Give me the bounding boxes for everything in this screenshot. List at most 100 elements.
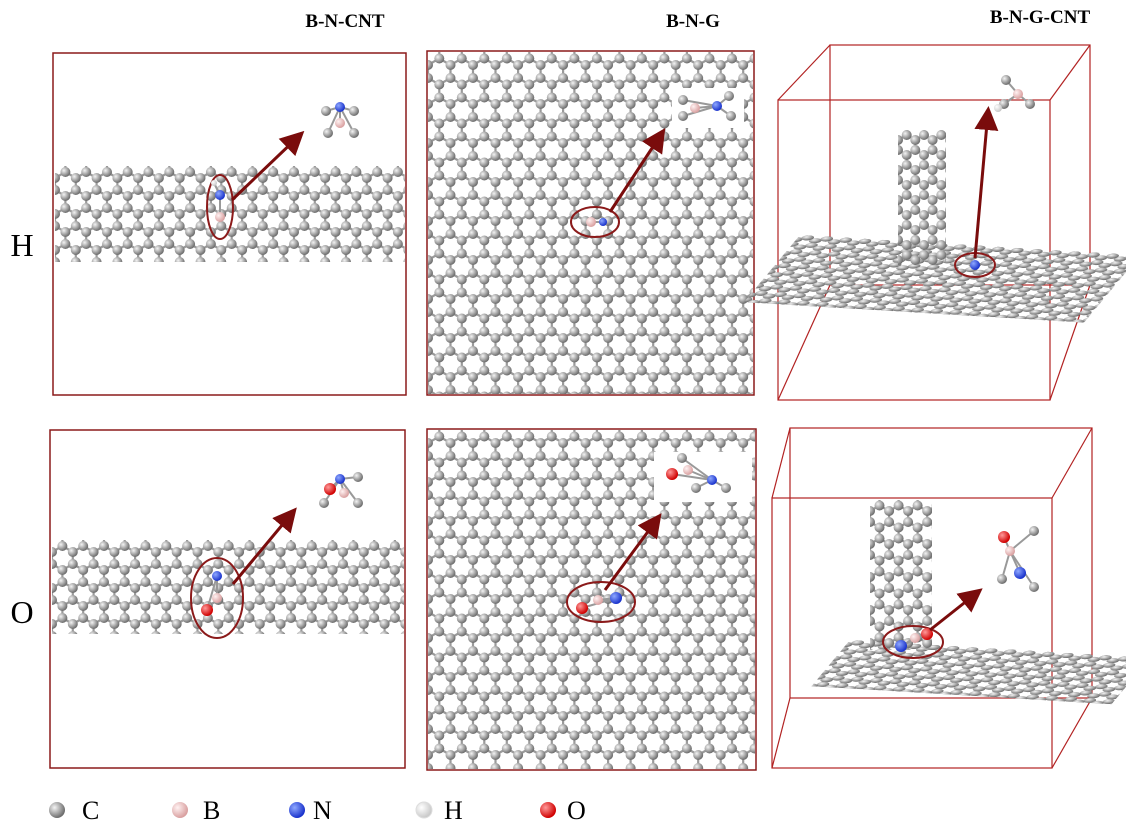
atom: [175, 257, 185, 267]
atom: [682, 197, 692, 207]
atom: [341, 149, 351, 159]
atom: [102, 275, 112, 285]
atom: [962, 175, 972, 185]
atom: [60, 167, 70, 177]
atom: [738, 411, 748, 421]
atom: [457, 392, 467, 402]
atom: [182, 649, 192, 659]
atom: [1089, 248, 1105, 254]
atom: [990, 234, 1006, 240]
atom: [932, 567, 942, 577]
atom: [819, 689, 835, 695]
atom: [1093, 647, 1109, 653]
atom: [513, 99, 523, 109]
atom: [738, 60, 748, 70]
atom: [536, 438, 546, 448]
atom: [1074, 707, 1090, 713]
atom: [491, 711, 501, 721]
atom: [434, 236, 444, 246]
atom: [865, 616, 875, 626]
atom: [581, 255, 591, 265]
atom: [705, 327, 715, 337]
atom: [951, 501, 961, 511]
atom: [693, 594, 703, 604]
atom: [446, 516, 456, 526]
atom: [1025, 99, 1035, 109]
atom: [846, 517, 856, 527]
atom: [369, 541, 379, 551]
atom: [130, 559, 140, 569]
atom: [89, 631, 99, 641]
cell-edge: [1050, 45, 1090, 100]
atom: [81, 203, 91, 213]
atom: [846, 583, 856, 593]
atom: [1051, 245, 1067, 251]
atom: [547, 510, 557, 520]
atom: [603, 346, 613, 356]
atom: [227, 155, 237, 165]
atom: [951, 633, 961, 643]
atom: [671, 255, 681, 265]
atom: [57, 541, 67, 551]
atom: [296, 559, 306, 569]
atom: [172, 511, 182, 521]
atom: [502, 275, 512, 285]
atom: [875, 468, 885, 478]
atom: [569, 314, 579, 324]
atom: [974, 326, 990, 332]
atom: [414, 227, 424, 237]
atom: [102, 203, 112, 213]
atom: [359, 583, 369, 593]
atom: [389, 770, 399, 780]
atom: [172, 595, 182, 605]
atom: [592, 158, 602, 168]
atom: [401, 21, 411, 31]
atom: [876, 195, 886, 205]
atom: [423, 268, 433, 278]
atom: [754, 242, 770, 248]
atom: [963, 327, 979, 333]
atom: [637, 588, 647, 598]
atom: [468, 294, 478, 304]
atom: [659, 536, 669, 546]
atom: [671, 333, 681, 343]
cell-edge: [772, 428, 790, 498]
atom: [772, 588, 782, 598]
atom: [335, 118, 345, 128]
atom: [1047, 323, 1063, 329]
atom: [853, 635, 869, 641]
atom: [536, 750, 546, 760]
atom: [457, 744, 467, 754]
atom: [637, 549, 647, 559]
atom: [423, 750, 433, 760]
atom: [902, 190, 912, 200]
atom: [723, 303, 739, 309]
atom: [614, 653, 624, 663]
atom: [491, 346, 501, 356]
atom: [592, 510, 602, 520]
atom: [299, 137, 309, 147]
atom: [637, 275, 647, 285]
atom: [491, 138, 501, 148]
atom: [299, 149, 309, 159]
atom: [479, 314, 489, 324]
atom: [130, 583, 140, 593]
atom: [19, 203, 29, 213]
atom: [558, 34, 568, 44]
atom: [659, 353, 669, 363]
atom: [414, 191, 424, 201]
atom: [26, 631, 36, 641]
atom: [783, 412, 793, 422]
atom: [569, 119, 579, 129]
atom: [390, 529, 400, 539]
atom: [1040, 235, 1056, 241]
atom: [502, 510, 512, 520]
atom: [536, 555, 546, 565]
legend-swatch: [172, 802, 188, 818]
atom: [738, 438, 748, 448]
atom: [592, 783, 602, 793]
atom: [341, 209, 351, 219]
atom: [19, 191, 29, 201]
atom: [1101, 246, 1117, 252]
atom: [761, 112, 771, 122]
